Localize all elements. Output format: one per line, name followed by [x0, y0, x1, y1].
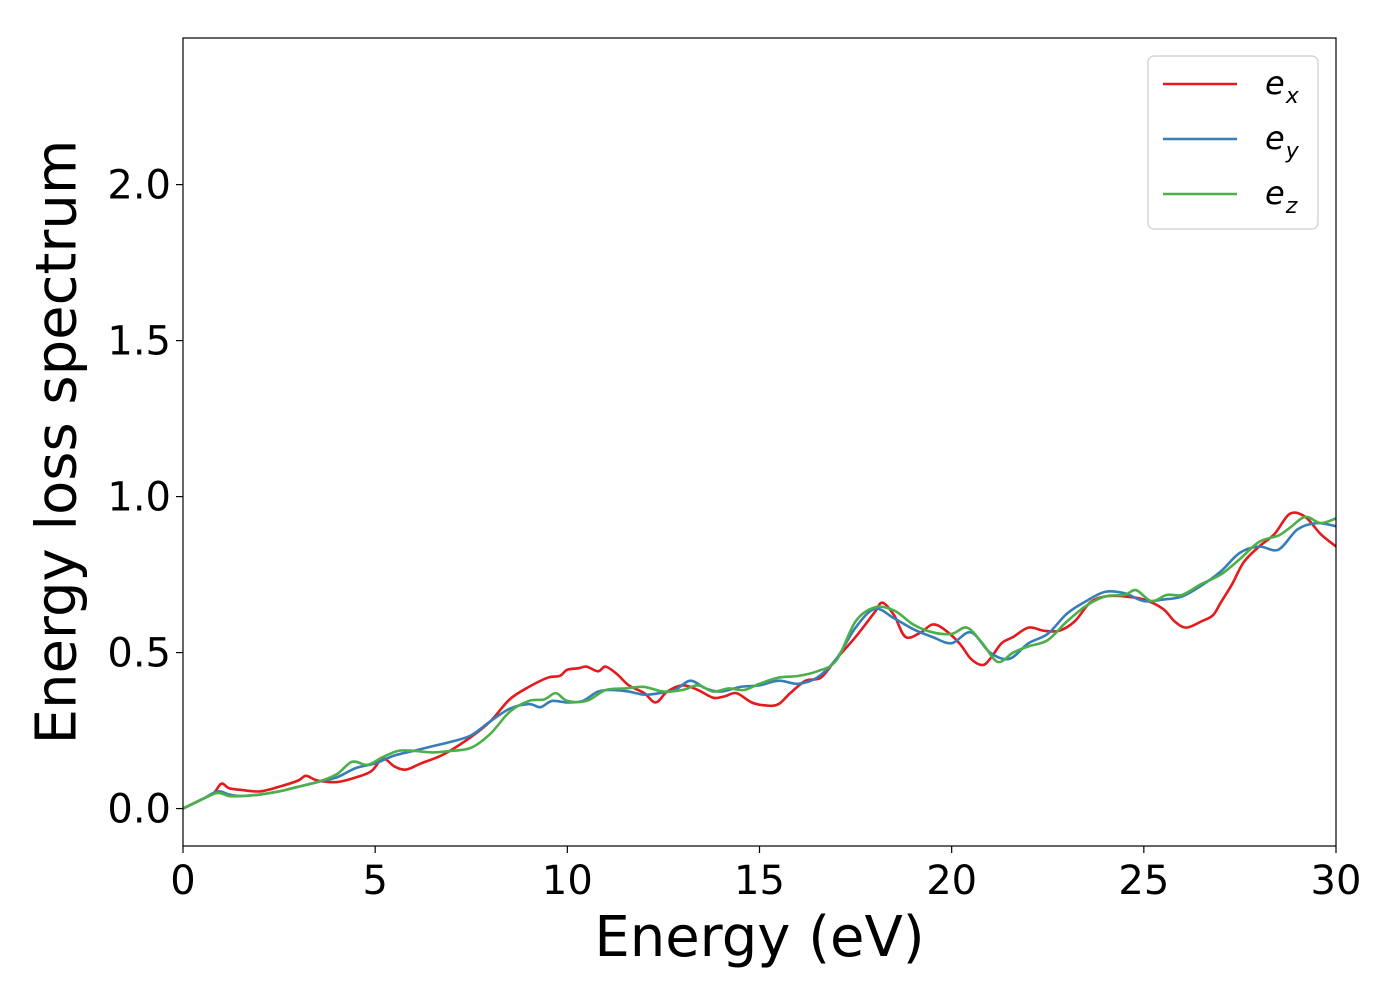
x-tick-label: 5 — [362, 858, 387, 904]
legend: ex ey ez — [1147, 55, 1319, 230]
legend-box — [1147, 55, 1319, 230]
x-tick-label: 0 — [170, 858, 195, 904]
x-tick-label: 10 — [542, 858, 593, 904]
series-line-ez — [183, 515, 1336, 810]
y-tick-label: 2.0 — [107, 163, 171, 209]
legend-label-ex: ex — [1265, 64, 1300, 109]
x-tick-label: 20 — [926, 858, 977, 904]
x-axis-label: Energy (eV) — [594, 905, 924, 970]
y-axis-ticks: 0.0 0.5 1.0 1.5 2.0 — [107, 163, 183, 833]
legend-label-ey: ey — [1265, 119, 1300, 164]
y-axis-label: Energy loss spectrum — [25, 140, 90, 745]
y-tick-label: 0.0 — [107, 787, 171, 833]
legend-label-ez: ez — [1265, 174, 1298, 219]
x-tick-label: 15 — [734, 858, 785, 904]
x-axis-ticks: 0 5 10 15 20 25 30 — [170, 846, 1361, 904]
y-tick-label: 0.5 — [107, 631, 171, 677]
y-tick-label: 1.0 — [107, 475, 171, 521]
x-tick-label: 30 — [1311, 858, 1362, 904]
x-tick-label: 25 — [1118, 858, 1169, 904]
y-tick-label: 1.5 — [107, 319, 171, 365]
plot-lines — [183, 511, 1336, 810]
